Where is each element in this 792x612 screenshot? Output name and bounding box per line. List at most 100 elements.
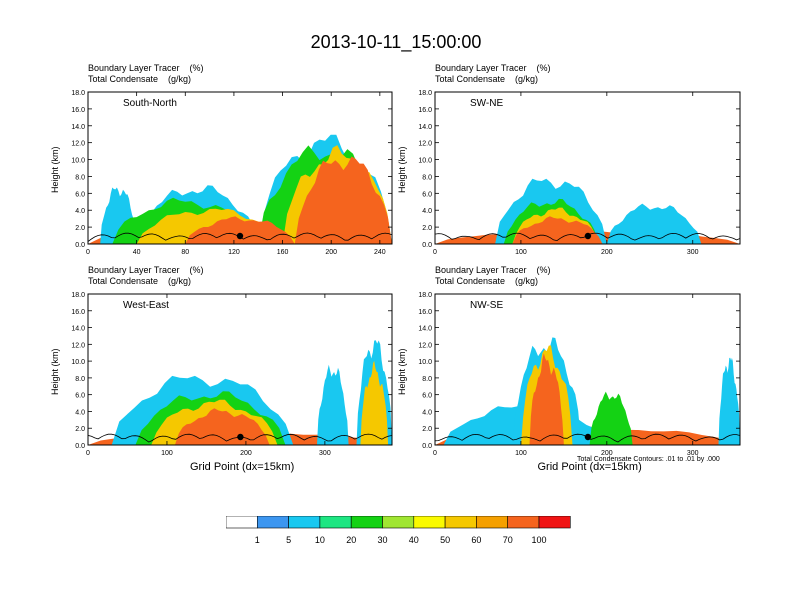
field-region [317, 364, 349, 445]
y-tick-label: 12.0 [418, 141, 432, 148]
shaded-field [435, 337, 740, 445]
location-marker [584, 433, 592, 441]
y-tick-label: 2.0 [422, 225, 432, 232]
y-tick-label: 16.0 [71, 107, 85, 114]
x-axis-label: Grid Point (dx=15km) [190, 461, 295, 473]
y-tick-label: 8.0 [422, 376, 432, 383]
panel-title-line: Boundary Layer Tracer (%) [88, 265, 204, 275]
y-tick-label: 12.0 [71, 342, 85, 349]
x-tick-label: 100 [515, 249, 527, 256]
colorbar-label: 60 [471, 535, 481, 545]
y-tick-label: 16.0 [71, 309, 85, 316]
field-region [174, 408, 270, 445]
x-tick-label: 100 [161, 450, 173, 457]
x-axis-label: Grid Point (dx=15km) [537, 461, 642, 473]
y-tick-label: 2.0 [75, 426, 85, 433]
y-tick-label: 14.0 [418, 326, 432, 333]
panel-label: SW-NE [470, 98, 503, 109]
x-tick-label: 200 [601, 450, 613, 457]
colorbar-label: 40 [409, 535, 419, 545]
colorbar-label: 1 [255, 535, 260, 545]
plot-frame [87, 91, 393, 245]
plot-area: 0.0 2.0 4.0 6.0 8.0 10.0 12.0 14.0 16.0 18.0 0 100 2… [71, 292, 393, 457]
field-region [589, 391, 633, 445]
field-region [606, 203, 702, 244]
y-tick-label: 0.0 [422, 443, 432, 450]
y-tick-label: 2.0 [75, 225, 85, 232]
panel-title-line: Total Condensate (g/kg) [88, 276, 192, 286]
colorbar-label: 70 [503, 535, 513, 545]
shaded-field [435, 178, 740, 244]
location-marker [584, 232, 592, 240]
y-tick-label: 14.0 [418, 124, 432, 131]
y-tick-label: 6.0 [75, 191, 85, 198]
y-tick-label: 6.0 [422, 393, 432, 400]
y-tick-label: 2.0 [422, 426, 432, 433]
x-tick-label: 40 [133, 249, 141, 256]
plot-frame [434, 91, 741, 245]
plot-frame [87, 293, 393, 446]
y-tick-label: 18.0 [71, 90, 85, 97]
shaded-field [88, 340, 392, 445]
x-tick-label: 200 [325, 249, 337, 256]
plot-area: 0.0 2.0 4.0 6.0 8.0 10.0 12.0 14.0 16.0 18.0 0 40 80… [71, 90, 393, 256]
colorbar-swatch [288, 516, 321, 529]
panel-title: Boundary Layer Tracer (%) Total Condensat… [88, 265, 204, 287]
panel-title-line: Total Condensate (g/kg) [435, 276, 539, 286]
location-marker [236, 232, 244, 240]
x-tick-label: 0 [433, 249, 437, 256]
panel-title: Boundary Layer Tracer (%) Total Condensat… [435, 265, 551, 287]
field-region [294, 156, 392, 244]
colorbar-swatch [226, 516, 258, 529]
x-tick-label: 200 [601, 249, 613, 256]
y-tick-label: 10.0 [418, 158, 432, 165]
panel-label: West-East [123, 300, 169, 311]
y-tick-label: 10.0 [418, 359, 432, 366]
colorbar-label: 10 [315, 535, 325, 545]
x-tick-label: 80 [181, 249, 189, 256]
colorbar-swatch [507, 516, 540, 529]
colorbar-swatch [256, 516, 289, 529]
panel-title-line: Total Condensate (g/kg) [88, 74, 192, 84]
y-tick-label: 12.0 [418, 342, 432, 349]
x-tick-label: 160 [277, 249, 289, 256]
y-tick-label: 4.0 [75, 409, 85, 416]
colorbar-label: 50 [440, 535, 450, 545]
x-tick-label: 300 [687, 450, 699, 457]
panel-title-line: Boundary Layer Tracer (%) [88, 63, 204, 73]
colorbar-swatch [382, 516, 415, 529]
y-tick-label: 4.0 [422, 409, 432, 416]
colorbar-swatch [350, 516, 383, 529]
panel-title: Boundary Layer Tracer (%) Total Condensat… [435, 63, 551, 85]
colorbar-swatch [319, 516, 352, 529]
y-tick-label: 18.0 [418, 90, 432, 97]
x-tick-label: 0 [86, 249, 90, 256]
y-tick-label: 6.0 [75, 393, 85, 400]
x-tick-label: 300 [319, 450, 331, 457]
panel-title-line: Total Condensate (g/kg) [435, 74, 539, 84]
figure-title: 2013-10-11_15:00:00 [310, 32, 482, 52]
y-tick-label: 10.0 [71, 359, 85, 366]
y-tick-label: 8.0 [422, 174, 432, 181]
colorbar-label: 5 [286, 535, 291, 545]
colorbar: 1 5 10 20 30 40 50 60 70 100 [226, 516, 571, 545]
panel-title: Boundary Layer Tracer (%) Total Condensat… [88, 63, 204, 85]
shaded-field [88, 134, 392, 244]
y-tick-label: 14.0 [71, 124, 85, 131]
y-tick-label: 10.0 [71, 158, 85, 165]
contour-note: Total Condensate Contours: .01 to .01 by… [577, 456, 720, 463]
y-tick-label: 16.0 [418, 309, 432, 316]
colorbar-swatch [413, 516, 446, 529]
x-tick-label: 0 [433, 450, 437, 457]
y-tick-label: 18.0 [418, 292, 432, 299]
x-tick-label: 100 [515, 450, 527, 457]
y-tick-label: 0.0 [75, 242, 85, 249]
colorbar-swatch [476, 516, 508, 529]
x-tick-label: 120 [228, 249, 240, 256]
y-tick-label: 8.0 [75, 376, 85, 383]
colorbar-swatch [538, 516, 571, 529]
field-region [360, 360, 389, 445]
y-tick-label: 0.0 [75, 443, 85, 450]
panel-label: South-North [123, 98, 177, 109]
field-region [718, 357, 740, 445]
